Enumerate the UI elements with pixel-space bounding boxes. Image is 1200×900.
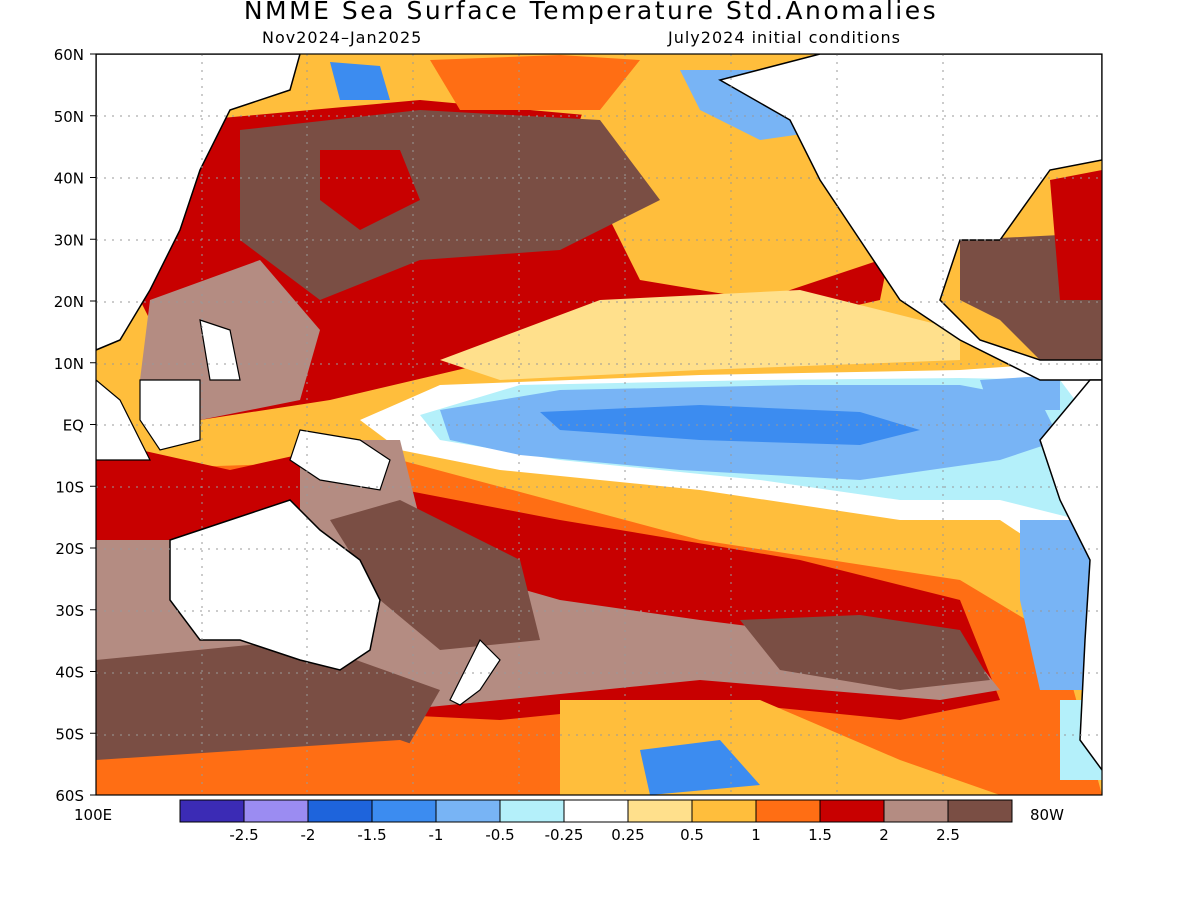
initial-conditions: July2024 initial conditions bbox=[668, 28, 901, 47]
colorbar-tick-label: -1 bbox=[429, 826, 444, 844]
colorbar-swatch bbox=[499, 799, 565, 823]
forecast-period: Nov2024–Jan2025 bbox=[262, 28, 423, 47]
colorbar-swatch bbox=[691, 799, 757, 823]
colorbar-swatch bbox=[819, 799, 885, 823]
lat-label: 20S bbox=[55, 540, 84, 558]
lat-label: 30N bbox=[54, 231, 84, 249]
colorbar-swatch bbox=[179, 799, 245, 823]
colorbar-swatch bbox=[755, 799, 821, 823]
colorbar-tick-label: 1 bbox=[751, 826, 761, 844]
colorbar-tick-label: -1.5 bbox=[357, 826, 386, 844]
colorbar bbox=[179, 799, 1013, 823]
colorbar-swatch bbox=[371, 799, 437, 823]
lat-label: 40S bbox=[55, 664, 84, 682]
lat-label: 40N bbox=[54, 170, 84, 188]
lat-label: 30S bbox=[55, 602, 84, 620]
colorbar-tick-label: -0.5 bbox=[485, 826, 514, 844]
lat-label: EQ bbox=[63, 417, 84, 435]
colorbar-swatch bbox=[627, 799, 693, 823]
lon-label-right: 80W bbox=[1030, 806, 1064, 824]
colorbar-tick-label: 0.5 bbox=[680, 826, 704, 844]
latitude-labels: 60N 50N 40N 30N 20N 10N EQ 10S 20S 30S 40S 50S 60S bbox=[54, 46, 96, 805]
lat-label: 10S bbox=[55, 478, 84, 496]
colorbar-tick-label: -2 bbox=[301, 826, 316, 844]
colorbar-tick-label: -2.5 bbox=[229, 826, 258, 844]
colorbar-swatch bbox=[883, 799, 949, 823]
colorbar-tick-label: 1.5 bbox=[808, 826, 832, 844]
colorbar-swatch bbox=[947, 799, 1013, 823]
colorbar-tick-label: -0.25 bbox=[545, 826, 584, 844]
lat-label: 50N bbox=[54, 108, 84, 126]
lon-label-left: 100E bbox=[74, 806, 112, 824]
lat-label: 60S bbox=[55, 787, 84, 805]
lat-label: 10N bbox=[54, 355, 84, 373]
colorbar-tick-label: 0.25 bbox=[611, 826, 644, 844]
map-field bbox=[96, 54, 1102, 795]
map-title: NMME Sea Surface Temperature Std.Anomali… bbox=[243, 0, 939, 25]
colorbar-swatch bbox=[307, 799, 373, 823]
colorbar-tick-label: 2 bbox=[879, 826, 889, 844]
colorbar-swatch bbox=[435, 799, 501, 823]
lat-label: 60N bbox=[54, 46, 84, 64]
lat-label: 20N bbox=[54, 293, 84, 311]
lat-label: 50S bbox=[55, 725, 84, 743]
grid-lines bbox=[96, 54, 1102, 795]
colorbar-tick-label: 2.5 bbox=[936, 826, 960, 844]
colorbar-swatch bbox=[563, 799, 629, 823]
colorbar-swatch bbox=[243, 799, 309, 823]
colorbar-tick-labels: -2.5 -2 -1.5 -1 -0.5 -0.25 0.25 0.5 1 1.5 2 2.5 bbox=[229, 826, 960, 844]
